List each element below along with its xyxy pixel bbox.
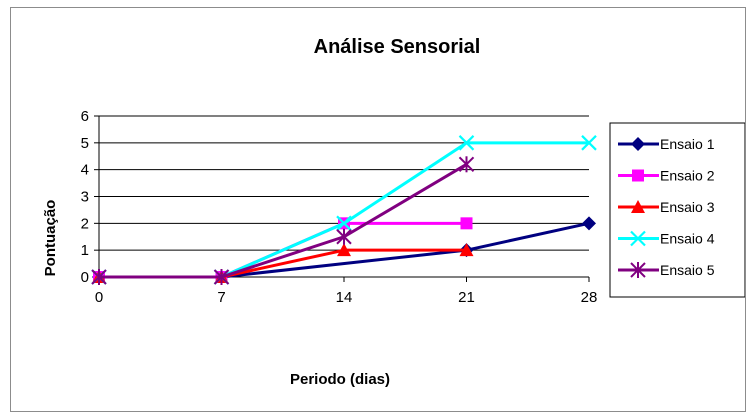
data-point [581,135,597,151]
chart-frame: Análise Sensorial 0 1 2 3 4 5 6 0 7 14 21 28 Perio… [10,7,746,412]
legend-marker [630,262,646,278]
series-line [99,163,468,279]
legend-label: Ensaio 2 [660,168,715,184]
series-5 [91,156,475,285]
x-tick-label: 14 [336,289,353,306]
gridlines [99,115,589,251]
legend-item: Ensaio 5 [618,262,715,278]
y-tick-label: 1 [81,242,89,259]
legend-label: Ensaio 5 [660,262,715,278]
y-axis-title: Pontuação [42,200,59,277]
y-tick-label: 6 [81,108,89,125]
data-point [91,269,107,285]
legend-marker [632,169,644,182]
x-tick-label: 0 [95,289,103,306]
axes [94,115,590,282]
data-point [337,243,351,257]
data-point [213,269,230,285]
line-chart: Análise Sensorial 0 1 2 3 4 5 6 0 7 14 21 28 Perio… [42,36,745,388]
y-tick-label: 4 [81,162,89,179]
data-point [336,228,352,245]
data-point [582,216,596,231]
x-axis-title: Periodo (dias) [290,371,390,388]
legend-label: Ensaio 1 [660,136,715,152]
legend-marker [631,200,645,213]
data-point [458,135,475,151]
x-tick-label: 7 [217,289,225,306]
legend-label: Ensaio 4 [660,231,715,247]
series-layer [91,135,597,285]
legend-item: Ensaio 2 [618,168,715,184]
legend-item: Ensaio 4 [618,231,715,247]
legend-label: Ensaio 3 [660,199,715,215]
chart-title: Análise Sensorial [314,36,481,58]
y-tick-label: 3 [81,189,89,206]
x-tick-label: 21 [458,289,475,306]
y-tick-label: 2 [81,215,89,232]
legend-box [609,122,745,298]
data-point [459,243,474,257]
y-tick-label: 0 [81,269,89,286]
legend-marker [630,230,646,247]
data-point [460,217,473,230]
y-tick-label: 5 [81,135,89,152]
legend-item: Ensaio 3 [618,199,715,215]
legend: Ensaio 1 Ensaio 2 Ensaio 3 Ensaio 4 Ensaio 5 [609,122,745,298]
series-line [99,248,467,279]
y-tick-labels: 0 1 2 3 4 5 6 [81,108,89,286]
series-4 [91,135,597,285]
data-point [458,156,475,173]
legend-item: Ensaio 1 [618,136,715,152]
data-point [336,215,352,232]
legend-marker [631,137,645,151]
x-tick-labels: 0 7 14 21 28 [95,289,598,306]
x-tick-label: 28 [581,289,598,306]
series-line [99,141,589,279]
